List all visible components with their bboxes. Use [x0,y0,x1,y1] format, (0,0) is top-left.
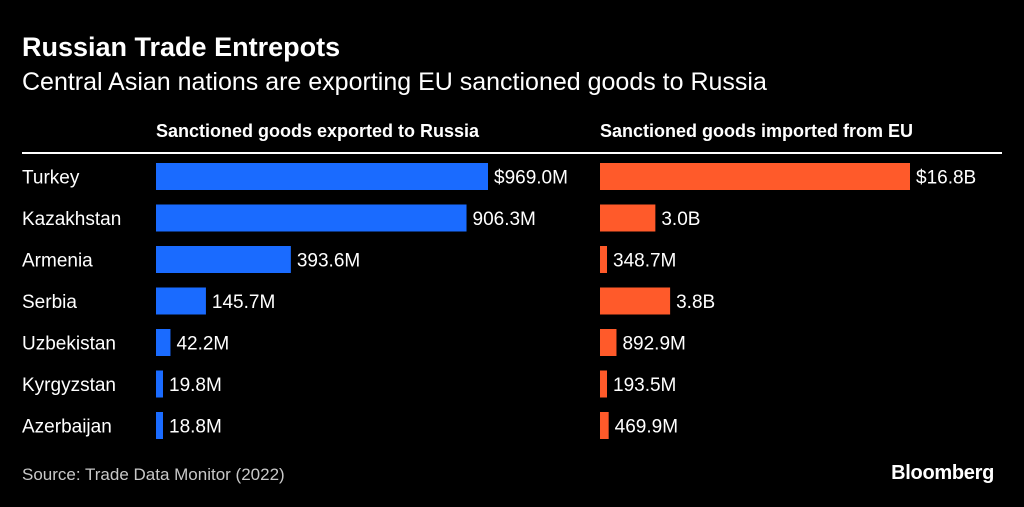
export-bar [156,246,291,273]
export-bar [156,412,163,439]
import-value-label: 348.7M [613,251,676,272]
bloomberg-logo: Bloomberg [891,462,994,484]
export-value-label: 906.3M [473,209,536,230]
chart-subtitle: Central Asian nations are exporting EU s… [22,68,767,96]
category-label: Kyrgyzstan [22,375,116,396]
export-value-label: 393.6M [297,251,360,272]
export-value-label: 145.7M [212,292,275,313]
category-label: Serbia [22,292,77,313]
import-bar [600,246,607,273]
import-bar [600,287,671,315]
category-label: Kazakhstan [22,209,121,230]
export-value-label: 18.8M [169,417,222,438]
source-note: Source: Trade Data Monitor (2022) [22,465,285,484]
import-bar [600,412,609,439]
export-bar [156,370,163,398]
import-value-label: $16.8B [916,168,976,189]
category-label: Armenia [22,251,93,272]
export-bar [156,287,206,315]
category-label: Azerbaijan [22,417,112,438]
export-bar [156,204,467,232]
exports-column-header: Sanctioned goods exported to Russia [156,121,480,141]
import-bar [600,204,656,232]
category-label: Uzbekistan [22,334,116,355]
import-value-label: 3.8B [676,292,715,313]
import-value-label: 193.5M [613,375,676,396]
import-bar [600,329,617,356]
export-value-label: 19.8M [169,375,222,396]
export-value-label: 42.2M [176,334,229,355]
header-divider [22,152,1002,154]
import-bar [600,163,910,190]
export-bar [156,163,488,190]
imports-column-header: Sanctioned goods imported from EU [600,121,914,141]
category-label: Turkey [22,168,80,189]
export-bar [156,329,171,356]
import-bar [600,370,607,398]
import-value-label: 3.0B [661,209,700,230]
export-value-label: $969.0M [494,168,568,189]
import-value-label: 892.9M [622,334,685,355]
chart-title: Russian Trade Entrepots [22,32,341,62]
import-value-label: 469.9M [615,417,678,438]
